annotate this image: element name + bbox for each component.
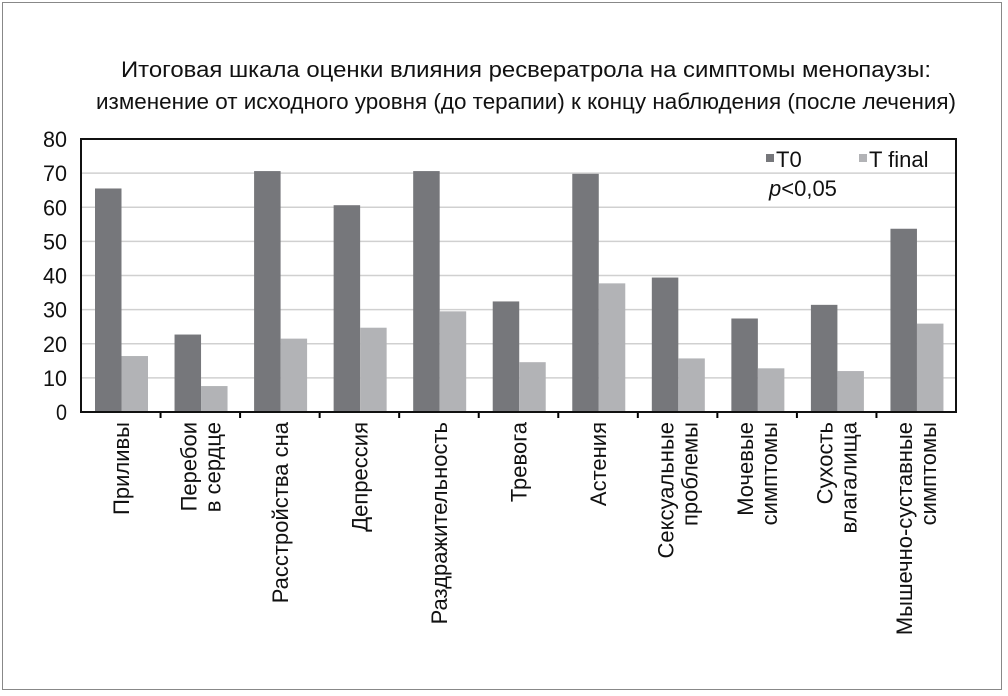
bar-t-final: [121, 356, 148, 412]
x-category-label: Мочевые: [733, 422, 758, 516]
bar-t0: [174, 334, 202, 412]
bar-t0: [651, 277, 679, 412]
y-tick-label: 0: [56, 400, 67, 425]
x-category-label: Раздражительность: [427, 422, 452, 624]
bar-t-final: [837, 371, 864, 412]
x-category-label: Депрессия: [347, 422, 372, 532]
x-category-label: Расстройства сна: [268, 421, 293, 603]
y-tick-label: 40: [43, 264, 67, 289]
y-tick-label: 20: [43, 332, 67, 357]
x-category-label: Приливы: [109, 422, 134, 515]
x-category-label: Сухость: [813, 422, 838, 504]
bar-t0: [492, 301, 520, 412]
bar-t0: [572, 173, 599, 412]
bar-t-final: [280, 338, 308, 412]
x-category-label: Сексуальные: [654, 422, 679, 558]
legend-label: T0: [776, 147, 802, 172]
x-category-label: Перебои: [176, 422, 201, 511]
y-tick-label: 80: [43, 127, 67, 152]
bar-t-final: [519, 362, 546, 412]
p-value-annotation: p<0,05: [768, 176, 837, 201]
chart-title-line: изменение от исходного уровня (до терапи…: [96, 89, 956, 114]
bar-t0: [333, 205, 361, 412]
y-tick-label: 70: [43, 161, 67, 186]
x-category-label: проблемы: [678, 422, 703, 526]
bar-t0: [731, 318, 758, 412]
bar-t-final: [598, 283, 626, 412]
bar-t0: [890, 228, 917, 412]
bar-t-final: [916, 323, 944, 412]
x-category-label: влагалища: [837, 421, 862, 533]
x-category-label: симптомы: [757, 422, 782, 525]
x-category-label: Мышечно-суставные: [892, 422, 917, 635]
y-tick-label: 30: [43, 298, 67, 323]
legend-swatch: [859, 154, 867, 162]
y-tick-label: 60: [43, 195, 67, 220]
bar-t-final: [757, 368, 785, 412]
legend-swatch: [766, 154, 774, 162]
bar-t0: [254, 171, 281, 412]
x-category-label: в сердце: [200, 422, 225, 512]
bar-t0: [413, 171, 440, 412]
y-tick-label: 10: [43, 366, 67, 391]
bar-t-final: [201, 386, 228, 412]
bar-t0: [95, 188, 122, 412]
y-tick-label: 50: [43, 229, 67, 254]
chart-title-line: Итоговая шкала оценки влияния ресвератро…: [121, 57, 931, 82]
plot-border: [80, 138, 957, 413]
x-category-label: Астения: [586, 422, 611, 506]
x-category-label: симптомы: [916, 422, 941, 525]
bar-chart: Итоговая шкала оценки влияния ресвератро…: [43, 57, 957, 635]
bar-t-final: [360, 327, 387, 412]
x-category-label: Тревога: [507, 421, 532, 502]
bar-t0: [810, 304, 838, 412]
bar-t-final: [439, 311, 467, 412]
bar-t-final: [678, 358, 705, 412]
legend-label: T final: [869, 147, 929, 172]
